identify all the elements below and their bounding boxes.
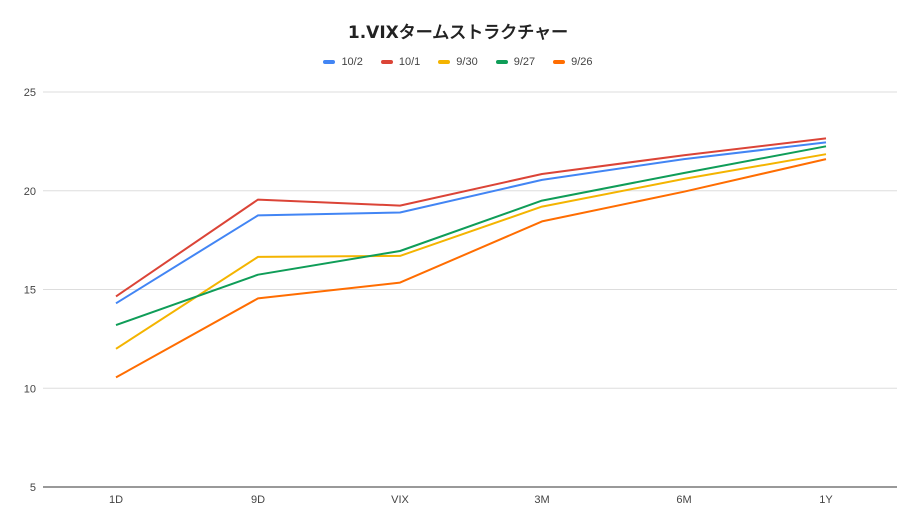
- legend-label: 9/30: [456, 56, 478, 68]
- legend-item: 9/26: [553, 56, 593, 68]
- legend-item: 9/30: [438, 56, 478, 68]
- legend-swatch: [553, 60, 566, 64]
- legend-label: 9/27: [513, 56, 536, 68]
- x-tick-label: 9D: [251, 494, 265, 506]
- legend-label: 10/2: [341, 56, 363, 68]
- x-tick-label: 6M: [676, 494, 691, 506]
- y-tick-label: 20: [24, 186, 36, 198]
- series-line-10-1: [115, 137, 827, 298]
- legend-swatch: [323, 60, 336, 64]
- series-line-10-2: [115, 141, 827, 305]
- series-line-9-26: [115, 158, 827, 379]
- x-tick-label: 3M: [534, 494, 549, 506]
- y-tick-label: 15: [24, 285, 36, 297]
- series-line-9-27: [115, 145, 827, 327]
- chart-legend: 10/2 10/1 9/30 9/27 9/26: [0, 56, 916, 68]
- x-tick-label: 1D: [109, 494, 123, 506]
- legend-item: 9/27: [495, 56, 536, 68]
- y-tick-label: 5: [30, 482, 36, 494]
- legend-label: 10/1: [398, 56, 421, 68]
- legend-swatch: [495, 60, 508, 64]
- chart-title: 1.VIXタームストラクチャー: [347, 23, 569, 43]
- legend-item: 10/2: [323, 56, 363, 68]
- x-tick-label: 1Y: [819, 494, 833, 506]
- legend-swatch: [380, 60, 393, 64]
- y-tick-label: 25: [24, 87, 36, 99]
- legend-item: 10/1: [380, 56, 421, 68]
- legend-label: 9/26: [571, 56, 593, 68]
- legend-swatch: [438, 60, 451, 64]
- x-tick-label: VIX: [391, 494, 409, 506]
- series-line-9-30: [115, 153, 827, 350]
- y-tick-label: 10: [24, 383, 36, 395]
